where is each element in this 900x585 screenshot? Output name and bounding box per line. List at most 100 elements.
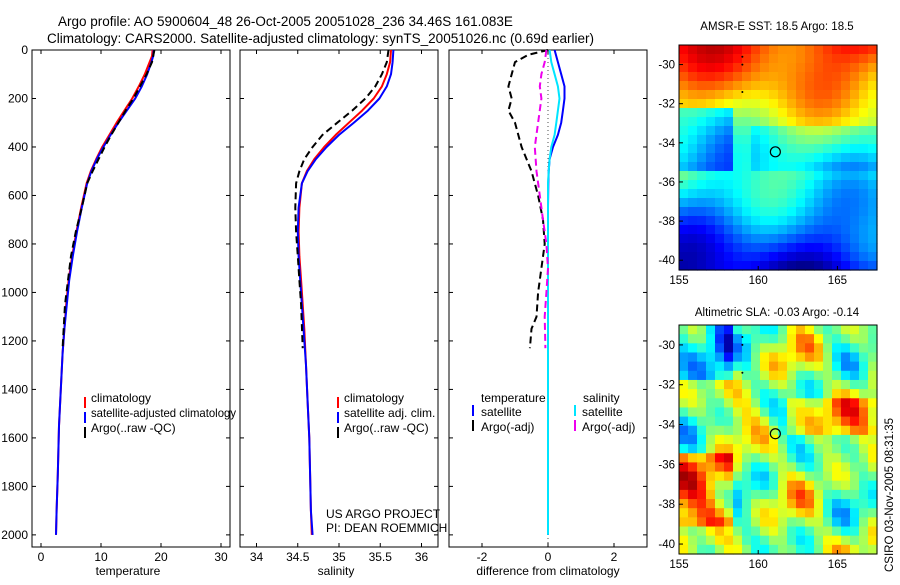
heatmap-cell	[769, 72, 779, 82]
heatmap-cell	[814, 517, 824, 528]
heatmap-cell	[868, 471, 878, 482]
heatmap-cell	[733, 243, 743, 253]
heatmap-cell	[850, 370, 860, 381]
heatmap-cell	[688, 135, 698, 145]
heatmap-cell	[706, 407, 716, 418]
heatmap-cell	[724, 171, 734, 181]
heatmap-cell	[724, 99, 734, 109]
heatmap-cell	[751, 499, 761, 509]
temperature-panel: 0 200 400 600 800 1000 1200 1400 1600 1800 2000 0 1…	[1, 43, 236, 578]
argo-location-circle	[769, 428, 781, 440]
heatmap-cell	[778, 489, 788, 500]
project-line-2: PI: DEAN ROEMMICH	[326, 521, 447, 535]
heatmap-cell	[814, 189, 824, 199]
heatmap-cell	[832, 63, 842, 73]
heatmap-cell	[787, 72, 797, 82]
heatmap-cell	[850, 234, 860, 244]
heatmap-cell	[769, 398, 779, 409]
heatmap-cell	[823, 144, 833, 154]
heatmap-cell	[724, 398, 734, 409]
heatmap-cell	[751, 81, 761, 91]
heatmap-cell	[706, 99, 716, 109]
heatmap-cell	[805, 261, 815, 271]
heatmap-cell	[679, 126, 689, 136]
heatmap-cell	[751, 225, 761, 235]
heatmap-cell	[733, 207, 743, 217]
heatmap-cell	[814, 343, 824, 354]
heatmap-cell	[733, 444, 743, 454]
heatmap-cell	[796, 243, 806, 253]
heatmap-cell	[787, 398, 797, 409]
title-line-1: Argo profile: AO 5900604_48 26-Oct-2005 …	[58, 14, 513, 29]
heatmap-cell	[679, 379, 689, 390]
heatmap-cell	[805, 535, 815, 546]
heatmap-cell	[724, 126, 734, 136]
heatmap-cell	[787, 54, 797, 64]
heatmap-cell	[814, 234, 824, 244]
heatmap-cell	[832, 407, 842, 418]
heatmap-cell	[796, 144, 806, 154]
heatmap-cell	[805, 108, 815, 118]
heatmap-cell	[787, 189, 797, 199]
heatmap-cell	[706, 453, 716, 463]
heatmap-cell	[823, 398, 833, 409]
heatmap-cell	[778, 407, 788, 418]
heatmap-cell	[814, 480, 824, 491]
csiro-stamp: CSIRO 03-Nov-2005 08:31:35	[884, 418, 896, 572]
heatmap-cell	[859, 480, 869, 491]
heatmap-cell	[697, 544, 707, 555]
heatmap-cell	[679, 352, 689, 363]
diff-legend-temp-satellite: satellite	[481, 405, 522, 419]
heatmap-cell	[751, 526, 761, 537]
heatmap-cell	[769, 243, 779, 253]
heatmap-cell	[850, 252, 860, 262]
heatmap-cell	[805, 126, 815, 136]
heatmap-cell	[742, 453, 752, 463]
heatmap-cell	[778, 325, 788, 335]
heatmap-cell	[778, 398, 788, 409]
heatmap-cell	[832, 252, 842, 262]
heatmap-cell	[841, 389, 851, 399]
heatmap-cell	[832, 434, 842, 445]
heatmap-cell	[697, 126, 707, 136]
heatmap-cell	[778, 117, 788, 127]
heatmap-cell	[832, 489, 842, 500]
heatmap-cell	[733, 189, 743, 199]
heatmap-cell	[868, 216, 878, 226]
heatmap-cell	[733, 325, 743, 335]
heatmap-cell	[814, 325, 824, 335]
heatmap-cell	[715, 535, 725, 546]
heatmap-cell	[715, 243, 725, 253]
heatmap-cell	[850, 508, 860, 518]
heatmap-cell	[724, 444, 734, 454]
depth-tick-label: 400	[8, 140, 28, 154]
x-tick-label: 10	[94, 550, 108, 564]
heatmap-cell	[751, 444, 761, 454]
heatmap-cell	[796, 63, 806, 73]
heatmap-cell	[805, 416, 815, 427]
heatmap-cell	[823, 325, 833, 335]
heatmap-cell	[733, 72, 743, 82]
heatmap-cell	[769, 171, 779, 181]
heatmap-cell	[778, 499, 788, 509]
heatmap-cell	[796, 407, 806, 418]
heatmap-cell	[697, 416, 707, 427]
heatmap-cell	[868, 379, 878, 390]
heatmap-cell	[679, 462, 689, 473]
map-x-tick-label: 155	[669, 275, 688, 287]
heatmap-cell	[796, 45, 806, 55]
heatmap-cell	[796, 189, 806, 199]
heatmap-cell	[715, 261, 725, 271]
heatmap-cell	[724, 72, 734, 82]
heatmap-cell	[868, 480, 878, 491]
trajectory-dot	[741, 63, 744, 66]
heatmap-cell	[832, 416, 842, 427]
heatmap-cell	[697, 508, 707, 518]
heatmap-cell	[733, 198, 743, 208]
heatmap-cell	[796, 81, 806, 91]
series-line-satellite-adj-clim-	[296, 49, 395, 535]
heatmap-cell	[841, 544, 851, 555]
heatmap-cell	[778, 334, 788, 344]
heatmap-cell	[715, 171, 725, 181]
heatmap-cell	[841, 407, 851, 418]
